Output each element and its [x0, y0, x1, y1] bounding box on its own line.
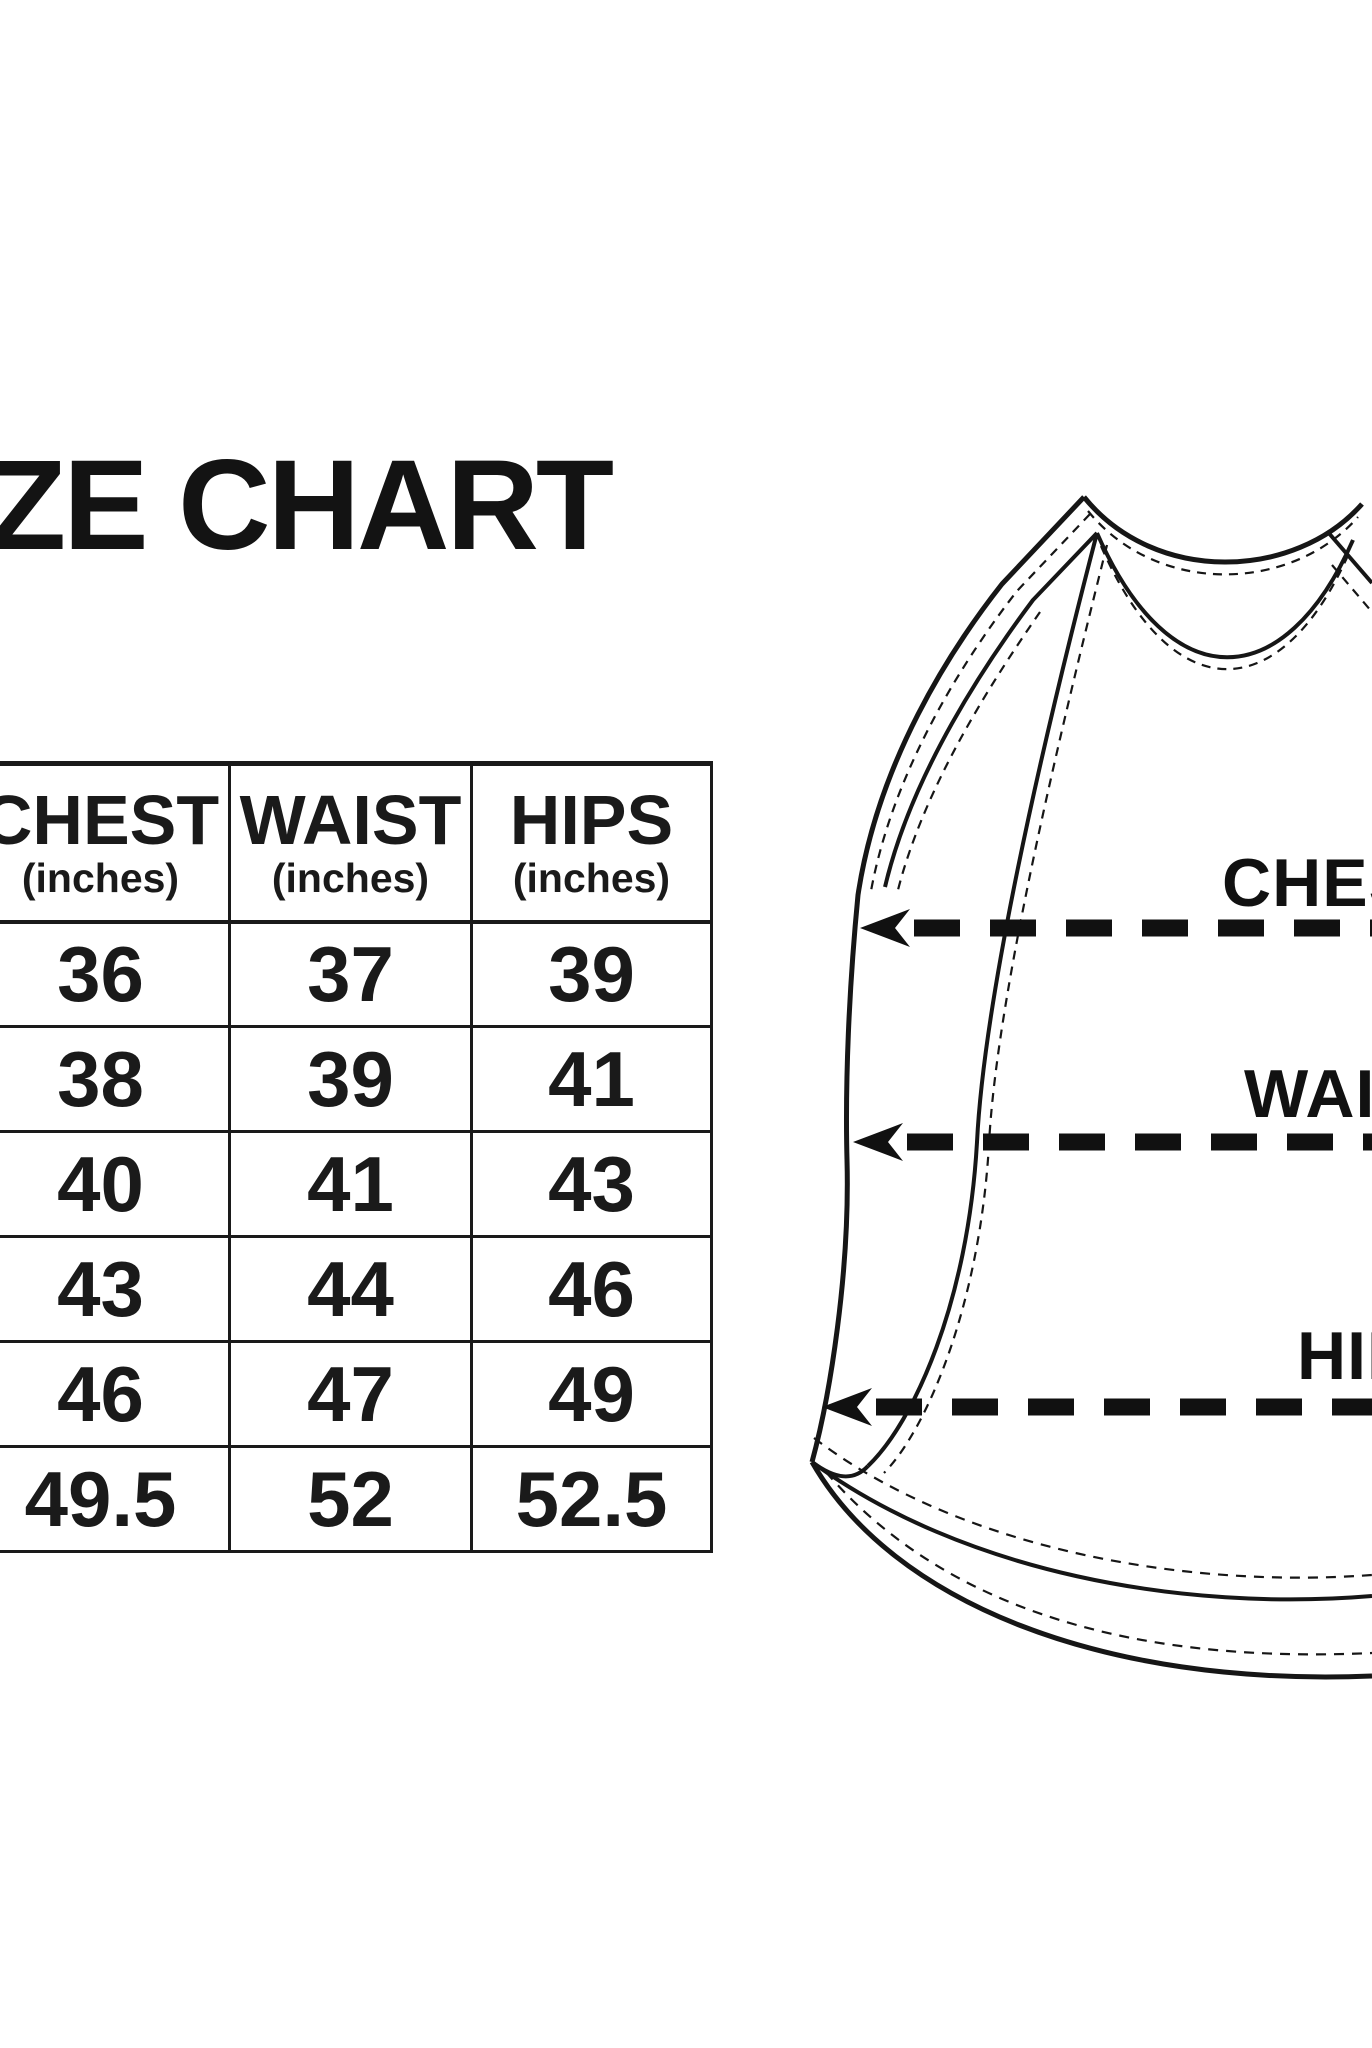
- tank-top-outline: [809, 495, 1372, 1680]
- table-cell: 52.5: [470, 1445, 713, 1553]
- size-table: CHEST (inches) WAIST (inches) HIPS (inch…: [0, 761, 713, 1553]
- page-title: ZE CHART: [0, 434, 614, 577]
- table-cell: 37: [228, 920, 473, 1028]
- table-cell: 49.5: [0, 1445, 231, 1553]
- column-header-label: HIPS: [509, 780, 674, 859]
- column-header-label: CHEST: [0, 780, 220, 859]
- table-row: 49.5 52 52.5: [0, 1445, 713, 1553]
- table-cell: 43: [470, 1130, 713, 1238]
- hips-measurement-label: HIPS: [1297, 1318, 1372, 1394]
- table-cell: 40: [0, 1130, 231, 1238]
- chest-arrow-icon: [860, 909, 1372, 947]
- hip-arrow-icon: [822, 1388, 1372, 1426]
- table-row: 38 39 41: [0, 1025, 713, 1133]
- table-cell: 43: [0, 1235, 231, 1343]
- table-row: 43 44 46: [0, 1235, 713, 1343]
- chest-measurement-label: CHEST: [1222, 845, 1372, 921]
- table-cell: 52: [228, 1445, 473, 1553]
- column-header-unit: (inches): [271, 854, 430, 901]
- column-header-label: WAIST: [239, 780, 462, 859]
- table-cell: 39: [228, 1025, 473, 1133]
- waist-arrow-icon: [853, 1123, 1372, 1161]
- table-row: 36 37 39: [0, 920, 713, 1028]
- table-row: 46 47 49: [0, 1340, 713, 1448]
- table-cell: 46: [0, 1340, 231, 1448]
- table-cell: 41: [228, 1130, 473, 1238]
- table-cell: 38: [0, 1025, 231, 1133]
- table-cell: 47: [228, 1340, 473, 1448]
- column-header-waist: WAIST (inches): [228, 762, 473, 924]
- column-header-unit: (inches): [512, 854, 671, 901]
- column-header-chest: CHEST (inches): [0, 762, 231, 924]
- table-cell: 39: [470, 920, 713, 1028]
- table-cell: 49: [470, 1340, 713, 1448]
- column-header-hips: HIPS (inches): [470, 762, 713, 924]
- table-cell: 44: [228, 1235, 473, 1343]
- table-cell: 46: [470, 1235, 713, 1343]
- table-cell: 36: [0, 920, 231, 1028]
- table-cell: 41: [470, 1025, 713, 1133]
- waist-measurement-label: WAIST: [1244, 1056, 1372, 1132]
- table-header-row: CHEST (inches) WAIST (inches) HIPS (inch…: [0, 762, 713, 924]
- table-row: 40 41 43: [0, 1130, 713, 1238]
- column-header-unit: (inches): [21, 854, 180, 901]
